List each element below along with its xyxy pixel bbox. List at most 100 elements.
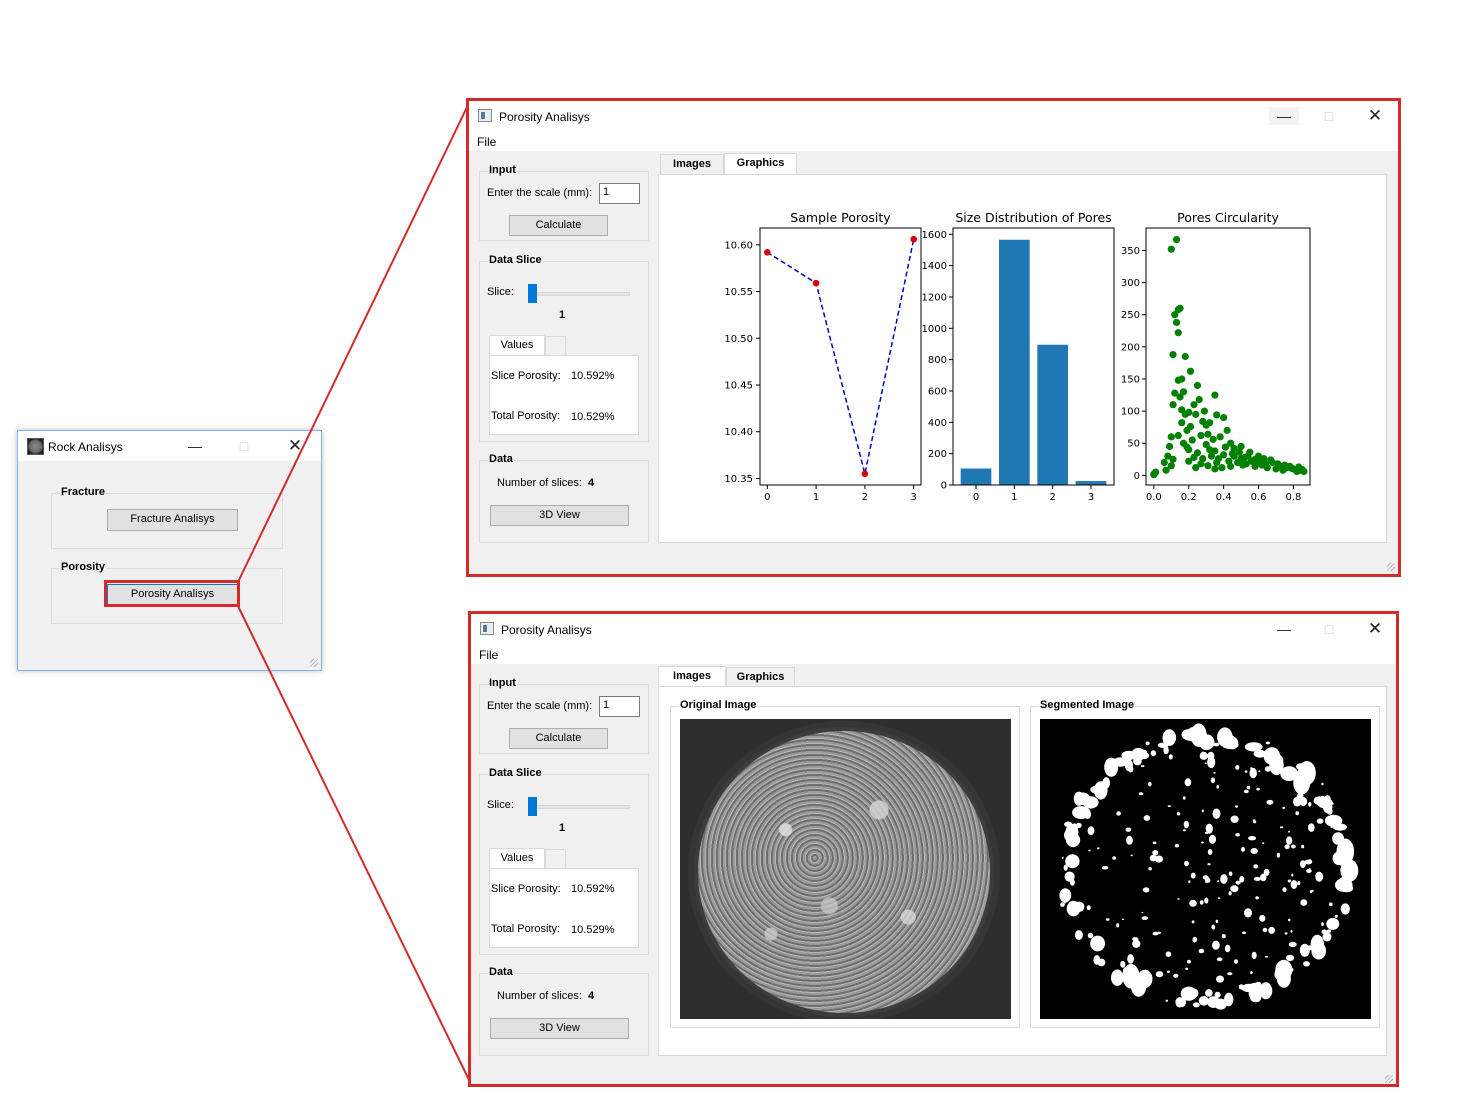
porosity-group-title: Porosity: [60, 561, 107, 573]
values-tab[interactable]: Values: [489, 335, 545, 356]
resize-grip-icon[interactable]: [310, 659, 318, 667]
pore-blob: [1340, 859, 1359, 882]
slice-slider-track[interactable]: [528, 805, 630, 809]
pores-circularity-point: [1165, 442, 1174, 451]
pore-blob: [1073, 901, 1085, 912]
data-slice-group-title: Data Slice: [488, 767, 543, 779]
pores-circularity-point: [1167, 245, 1175, 253]
pore-blob: [1059, 888, 1072, 903]
pore-blob: [1298, 769, 1304, 776]
slice-slider-thumb[interactable]: [528, 284, 537, 303]
maximize-icon[interactable]: □: [239, 438, 249, 454]
pore-blob: [1250, 848, 1258, 854]
pore-blob: [1127, 954, 1134, 964]
charts-area: Sample Porosity10.3510.4010.4510.5010.55…: [724, 210, 1311, 503]
pore-blob: [1287, 879, 1292, 883]
porosity-window-titlebar[interactable]: Porosity Analisys — □ ✕: [469, 101, 1398, 131]
menu-file[interactable]: File: [479, 648, 499, 662]
pore-blob: [1141, 916, 1148, 920]
calculate-button[interactable]: Calculate: [509, 728, 608, 749]
size-distribution-frame: [952, 227, 1115, 486]
close-icon[interactable]: ✕: [1367, 619, 1383, 638]
porosity-window-title: Porosity Analisys: [501, 623, 592, 637]
values-tab-empty[interactable]: [545, 336, 566, 355]
slice-slider-track[interactable]: [528, 292, 630, 296]
view-3d-button[interactable]: 3D View: [490, 505, 629, 526]
pore-blob: [1221, 934, 1226, 939]
minimize-icon[interactable]: —: [1269, 107, 1299, 125]
resize-grip-icon[interactable]: [1387, 563, 1395, 571]
pore-blob: [1242, 931, 1247, 935]
pores-circularity-point: [1179, 388, 1188, 396]
porosity-group: Porosity Porosity Analisys: [51, 561, 283, 624]
calculate-button[interactable]: Calculate: [509, 215, 608, 236]
rock-sample-disc: [698, 731, 990, 1013]
slice-slider-thumb[interactable]: [528, 797, 537, 816]
fracture-analisys-button[interactable]: Fracture Analisys: [107, 509, 238, 531]
sample-porosity-series-line: [766, 239, 915, 474]
pore-blob: [1152, 841, 1157, 845]
pores-circularity-point: [1274, 460, 1282, 468]
minimize-icon[interactable]: —: [1277, 621, 1291, 637]
input-group: Input Enter the scale (mm): 1 Calculate: [479, 677, 649, 754]
pore-blob: [1125, 827, 1132, 832]
scale-input[interactable]: 1: [599, 183, 640, 204]
maximize-icon[interactable]: □: [1324, 108, 1334, 124]
pore-blob: [1176, 812, 1181, 816]
pores-circularity-point: [1288, 464, 1296, 472]
pores-circularity-point: [1150, 471, 1158, 479]
porosity-analisys-button[interactable]: Porosity Analisys: [107, 584, 238, 606]
pore-blob: [1235, 805, 1239, 808]
view-3d-button[interactable]: 3D View: [490, 1018, 629, 1039]
porosity-window-titlebar[interactable]: Porosity Analisys — □ ✕: [471, 614, 1396, 644]
pore-blob: [1149, 854, 1157, 862]
pore-blob: [1262, 927, 1268, 933]
pores-circularity-point: [1220, 451, 1228, 459]
maximize-icon[interactable]: □: [1324, 621, 1334, 637]
pore-blob: [1140, 765, 1145, 768]
size-distribution-ytick-label: 400: [928, 418, 947, 429]
pore-blob: [1282, 806, 1285, 810]
pore-blob: [1308, 801, 1312, 807]
pores-circularity-point: [1169, 350, 1177, 359]
tab-images[interactable]: Images: [660, 154, 724, 174]
pores-circularity-ytick-label: 250: [1121, 310, 1140, 321]
pores-circularity-point: [1220, 413, 1228, 422]
pore-blob: [1111, 969, 1124, 986]
pore-blob: [1191, 920, 1195, 924]
pore-blob: [1217, 880, 1220, 883]
pore-blob: [1201, 809, 1204, 813]
tab-graphics[interactable]: Graphics: [724, 153, 797, 174]
values-tab[interactable]: Values: [489, 848, 545, 869]
pore-blob: [1233, 959, 1239, 964]
pore-blob: [1320, 795, 1326, 802]
pore-blob: [1131, 967, 1137, 971]
pore-blob: [1330, 922, 1336, 926]
pore-blob: [1280, 766, 1299, 782]
values-tab-empty[interactable]: [545, 849, 566, 868]
pore-blob: [1134, 761, 1137, 764]
pore-blob: [1213, 772, 1216, 774]
pores-circularity-point: [1179, 439, 1188, 447]
tab-graphics[interactable]: Graphics: [726, 667, 795, 687]
pore-blob: [1205, 989, 1213, 997]
size-distribution-xtick-label: 2: [1049, 492, 1055, 503]
pores-circularity-point: [1167, 462, 1175, 470]
pore-blob: [1152, 850, 1159, 856]
pore-blob: [1248, 982, 1263, 991]
tab-images[interactable]: Images: [658, 666, 726, 687]
close-icon[interactable]: ✕: [287, 436, 303, 455]
pores-circularity-point: [1195, 395, 1203, 404]
pore-blob: [1132, 939, 1141, 948]
resize-grip-icon[interactable]: [1385, 1075, 1393, 1083]
pore-blob: [1120, 960, 1126, 968]
scale-input[interactable]: 1: [599, 696, 640, 717]
close-icon[interactable]: ✕: [1367, 106, 1383, 125]
rock-window-titlebar[interactable]: Rock Analisys — □ ✕: [18, 431, 321, 461]
menu-file[interactable]: File: [477, 135, 497, 149]
minimize-icon[interactable]: —: [188, 438, 202, 454]
sample-porosity-xtick-label: 3: [910, 492, 916, 503]
pores-circularity-point: [1169, 401, 1177, 409]
sample-porosity-xtick-label: 0: [764, 492, 770, 503]
rock-icon: [27, 438, 44, 455]
